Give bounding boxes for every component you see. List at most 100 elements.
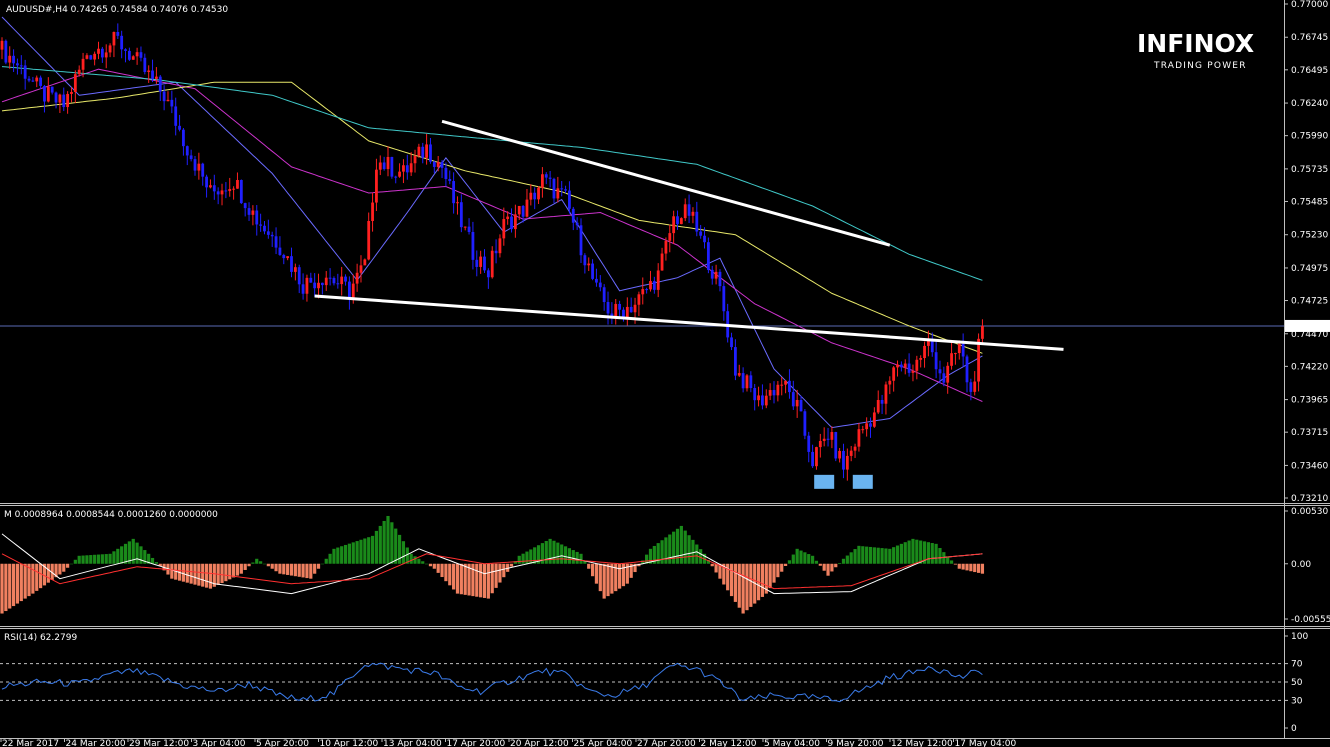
candle-body[interactable] <box>869 423 872 427</box>
candle-body[interactable] <box>197 163 201 171</box>
candle-body[interactable] <box>120 35 124 50</box>
candle-body[interactable] <box>541 174 544 188</box>
candle-body[interactable] <box>957 343 961 354</box>
candle-body[interactable] <box>618 303 621 310</box>
candle-body[interactable] <box>371 202 374 222</box>
candle-body[interactable] <box>432 161 436 167</box>
candle-body[interactable] <box>162 91 166 102</box>
candle-body[interactable] <box>62 94 66 108</box>
candle-body[interactable] <box>842 450 845 470</box>
main-price-panel[interactable] <box>0 16 1284 489</box>
candle-body[interactable] <box>513 214 517 230</box>
candle-body[interactable] <box>490 250 494 278</box>
candle-body[interactable] <box>467 226 471 232</box>
candle-body[interactable] <box>861 429 865 431</box>
candle-body[interactable] <box>463 226 467 228</box>
candle-body[interactable] <box>394 176 398 178</box>
candle-body[interactable] <box>761 395 764 406</box>
candle-body[interactable] <box>320 282 324 286</box>
candle-body[interactable] <box>170 99 174 107</box>
candle-body[interactable] <box>795 399 799 407</box>
candle-body[interactable] <box>815 447 818 467</box>
candle-body[interactable] <box>552 178 556 199</box>
candle-body[interactable] <box>293 267 297 272</box>
candle-body[interactable] <box>506 216 510 220</box>
candle-body[interactable] <box>483 256 486 271</box>
candle-body[interactable] <box>398 171 401 177</box>
candle-body[interactable] <box>73 74 77 92</box>
candle-body[interactable] <box>521 205 525 217</box>
candle-body[interactable] <box>556 188 560 199</box>
candle-body[interactable] <box>880 400 884 404</box>
candle-body[interactable] <box>301 284 305 294</box>
candle-body[interactable] <box>849 450 853 456</box>
candle-body[interactable] <box>16 63 19 66</box>
candle-body[interactable] <box>290 256 293 272</box>
candle-body[interactable] <box>811 451 814 467</box>
candle-body[interactable] <box>193 159 197 171</box>
candle-body[interactable] <box>359 265 363 273</box>
candle-body[interactable] <box>776 384 780 396</box>
candle-body[interactable] <box>772 390 776 396</box>
candle-body[interactable] <box>189 155 193 160</box>
candle-body[interactable] <box>166 99 170 102</box>
candle-body[interactable] <box>954 353 957 355</box>
candle-body[interactable] <box>317 282 320 289</box>
candle-body[interactable] <box>730 337 733 348</box>
candle-body[interactable] <box>930 338 934 353</box>
candle-body[interactable] <box>664 240 668 254</box>
candle-body[interactable] <box>405 165 409 173</box>
candle-body[interactable] <box>409 163 413 173</box>
candle-body[interactable] <box>656 270 660 290</box>
candle-body[interactable] <box>390 156 394 177</box>
candle-body[interactable] <box>865 423 869 430</box>
candle-body[interactable] <box>977 338 980 382</box>
macd-panel[interactable] <box>0 515 985 614</box>
candle-body[interactable] <box>718 271 722 287</box>
candle-body[interactable] <box>614 303 618 318</box>
candle-body[interactable] <box>212 185 216 192</box>
candle-body[interactable] <box>228 189 232 192</box>
candle-body[interactable] <box>89 55 93 60</box>
candle-body[interactable] <box>12 55 15 64</box>
candle-body[interactable] <box>135 52 139 57</box>
candle-body[interactable] <box>568 190 571 209</box>
candle-body[interactable] <box>413 155 417 164</box>
candle-body[interactable] <box>35 77 39 82</box>
candle-body[interactable] <box>332 278 336 284</box>
candle-body[interactable] <box>737 373 741 376</box>
candle-body[interactable] <box>324 277 328 286</box>
candle-body[interactable] <box>201 163 205 177</box>
candle-body[interactable] <box>649 281 652 290</box>
candle-body[interactable] <box>625 306 629 318</box>
candle-body[interactable] <box>104 52 108 58</box>
candle-body[interactable] <box>0 40 4 50</box>
candle-body[interactable] <box>205 176 208 188</box>
candle-body[interactable] <box>745 375 749 389</box>
candle-body[interactable] <box>591 263 594 279</box>
candle-body[interactable] <box>263 225 266 232</box>
candle-body[interactable] <box>687 204 691 216</box>
candle-body[interactable] <box>710 269 714 279</box>
candle-body[interactable] <box>734 347 737 376</box>
candle-body[interactable] <box>965 356 969 383</box>
candle-body[interactable] <box>641 289 645 295</box>
rsi-panel[interactable] <box>0 662 1284 703</box>
candle-body[interactable] <box>784 380 787 385</box>
candle-body[interactable] <box>8 55 12 63</box>
candle-body[interactable] <box>525 199 529 217</box>
candle-body[interactable] <box>791 392 795 407</box>
candle-body[interactable] <box>679 218 683 225</box>
candle-body[interactable] <box>606 302 610 314</box>
candle-body[interactable] <box>155 76 158 79</box>
candle-body[interactable] <box>178 125 181 130</box>
candle-body[interactable] <box>907 363 911 373</box>
candle-body[interactable] <box>610 313 614 318</box>
candle-body[interactable] <box>239 179 243 204</box>
candle-body[interactable] <box>981 325 984 339</box>
candle-body[interactable] <box>845 455 849 470</box>
candle-body[interactable] <box>452 181 456 204</box>
candle-body[interactable] <box>768 390 772 396</box>
candle-body[interactable] <box>382 162 386 170</box>
